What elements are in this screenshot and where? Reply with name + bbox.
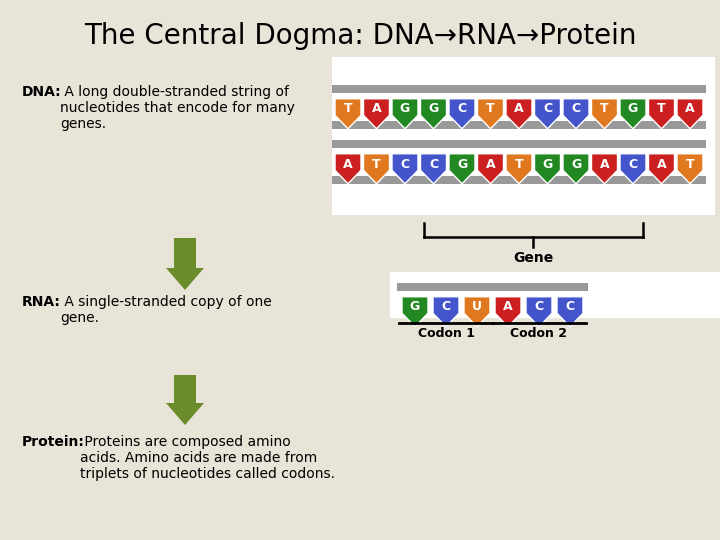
Polygon shape (563, 99, 589, 129)
Text: A: A (503, 300, 513, 314)
Text: G: G (628, 103, 638, 116)
Polygon shape (477, 99, 503, 129)
Text: Gene: Gene (513, 251, 554, 265)
Text: T: T (372, 158, 381, 171)
Text: G: G (542, 158, 553, 171)
Polygon shape (526, 297, 552, 327)
Polygon shape (495, 297, 521, 327)
Text: Proteins are composed amino
acids. Amino acids are made from
triplets of nucleot: Proteins are composed amino acids. Amino… (80, 435, 335, 481)
Polygon shape (364, 99, 390, 129)
Polygon shape (449, 99, 475, 129)
Text: A: A (685, 103, 695, 116)
Text: C: C (572, 103, 580, 116)
Text: C: C (457, 103, 467, 116)
Polygon shape (557, 297, 583, 327)
Polygon shape (592, 154, 618, 184)
Text: A long double-stranded string of
nucleotides that encode for many
genes.: A long double-stranded string of nucleot… (60, 85, 295, 131)
Text: The Central Dogma: DNA→RNA→Protein: The Central Dogma: DNA→RNA→Protein (84, 22, 636, 50)
Polygon shape (649, 99, 675, 129)
Text: T: T (600, 103, 609, 116)
Text: A single-stranded copy of one
gene.: A single-stranded copy of one gene. (60, 295, 271, 325)
Text: T: T (515, 158, 523, 171)
Bar (390, 272, 720, 318)
Text: T: T (343, 103, 352, 116)
Polygon shape (477, 154, 503, 184)
Bar (174, 375, 196, 403)
Polygon shape (433, 297, 459, 327)
Text: C: C (565, 300, 575, 314)
Bar (332, 140, 706, 148)
Text: T: T (486, 103, 495, 116)
Polygon shape (402, 297, 428, 327)
Polygon shape (534, 154, 560, 184)
Text: Codon 2: Codon 2 (510, 327, 567, 340)
Text: T: T (657, 103, 666, 116)
Polygon shape (449, 154, 475, 184)
Bar (332, 57, 715, 215)
Text: C: C (429, 158, 438, 171)
Text: Protein:: Protein: (22, 435, 85, 449)
Text: C: C (441, 300, 451, 314)
Polygon shape (563, 154, 589, 184)
Text: A: A (343, 158, 353, 171)
Polygon shape (620, 154, 646, 184)
Text: U: U (472, 300, 482, 314)
Polygon shape (335, 154, 361, 184)
Bar (332, 121, 706, 129)
Text: G: G (400, 103, 410, 116)
Polygon shape (392, 99, 418, 129)
Text: A: A (600, 158, 609, 171)
Text: A: A (514, 103, 524, 116)
Text: T: T (685, 158, 694, 171)
Text: G: G (410, 300, 420, 314)
Polygon shape (364, 154, 390, 184)
Bar (332, 85, 706, 93)
Polygon shape (592, 99, 618, 129)
Polygon shape (420, 154, 446, 184)
Polygon shape (420, 99, 446, 129)
Polygon shape (649, 154, 675, 184)
Text: RNA:: RNA: (22, 295, 61, 309)
Text: G: G (571, 158, 581, 171)
Text: G: G (457, 158, 467, 171)
Polygon shape (506, 99, 532, 129)
Text: C: C (400, 158, 410, 171)
Polygon shape (506, 154, 532, 184)
Text: Codon 1: Codon 1 (418, 327, 474, 340)
Text: C: C (534, 300, 544, 314)
Text: DNA:: DNA: (22, 85, 62, 99)
Polygon shape (335, 99, 361, 129)
Bar (332, 176, 706, 184)
Polygon shape (620, 99, 646, 129)
Text: C: C (629, 158, 638, 171)
Text: C: C (543, 103, 552, 116)
Polygon shape (677, 154, 703, 184)
Polygon shape (166, 403, 204, 425)
Text: A: A (657, 158, 666, 171)
Polygon shape (392, 154, 418, 184)
Bar (174, 238, 196, 268)
Polygon shape (677, 99, 703, 129)
Polygon shape (464, 297, 490, 327)
Text: G: G (428, 103, 438, 116)
Text: A: A (372, 103, 382, 116)
Polygon shape (166, 268, 204, 290)
Polygon shape (534, 99, 560, 129)
Text: A: A (486, 158, 495, 171)
Bar (397, 283, 588, 291)
